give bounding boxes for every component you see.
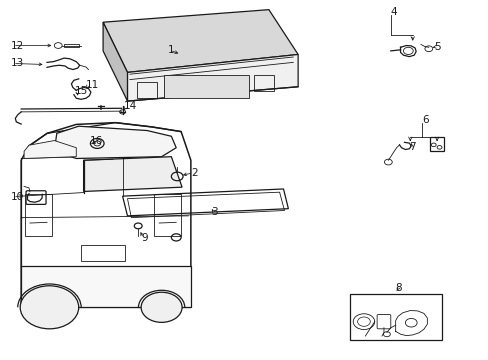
Bar: [154, 194, 181, 235]
Text: 14: 14: [123, 102, 137, 112]
Text: 1: 1: [167, 45, 174, 55]
Text: 15: 15: [75, 86, 88, 96]
Bar: [163, 75, 249, 98]
Text: 11: 11: [86, 80, 99, 90]
Bar: [81, 244, 125, 261]
Bar: [429, 137, 444, 151]
Bar: [254, 75, 273, 91]
Circle shape: [20, 286, 79, 329]
Polygon shape: [21, 266, 190, 307]
Text: 4: 4: [390, 7, 397, 17]
Text: 7: 7: [408, 142, 415, 152]
Text: 16: 16: [89, 136, 102, 146]
Text: 2: 2: [190, 168, 197, 178]
Text: 6: 6: [422, 115, 428, 125]
Text: 3: 3: [211, 207, 218, 217]
Polygon shape: [103, 10, 298, 72]
Bar: [25, 194, 52, 235]
Bar: [137, 82, 157, 98]
Bar: [349, 294, 442, 339]
Text: 12: 12: [10, 41, 23, 50]
Text: 13: 13: [10, 58, 23, 68]
Text: 9: 9: [141, 233, 147, 243]
Polygon shape: [127, 54, 298, 101]
Polygon shape: [24, 140, 76, 158]
Circle shape: [141, 292, 182, 322]
Polygon shape: [83, 157, 182, 192]
Polygon shape: [103, 22, 127, 101]
Bar: [64, 44, 79, 47]
Text: 5: 5: [434, 42, 440, 51]
Polygon shape: [54, 126, 176, 158]
Text: 8: 8: [395, 283, 402, 293]
Text: 10: 10: [10, 192, 23, 202]
